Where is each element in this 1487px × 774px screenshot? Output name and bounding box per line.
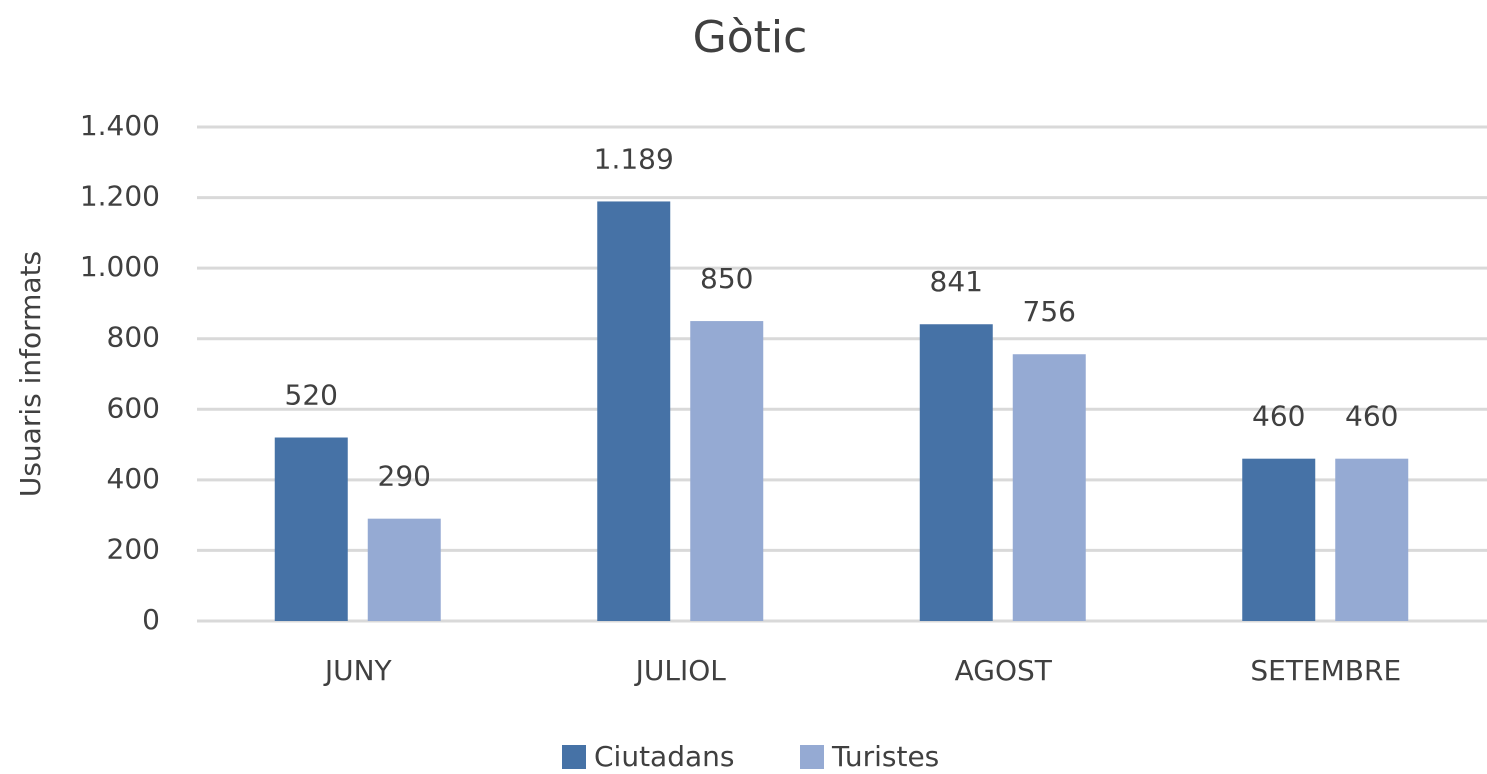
bar [597, 201, 671, 621]
data-label: 850 [700, 262, 753, 295]
y-tick-label: 600 [107, 391, 160, 424]
y-tick-label: 200 [107, 532, 160, 565]
bar [274, 437, 348, 621]
chart-title: Gòtic [693, 12, 808, 63]
data-label: 841 [930, 265, 983, 298]
y-tick-label: 0 [142, 603, 160, 636]
data-label: 1.189 [594, 142, 674, 175]
bar [1242, 458, 1316, 621]
y-tick-label: 400 [107, 462, 160, 495]
x-tick-label: JUNY [323, 654, 393, 687]
y-tick-label: 1.400 [80, 109, 160, 142]
y-tick-label: 1.000 [80, 250, 160, 283]
legend-label: Turistes [831, 740, 939, 773]
data-label: 460 [1345, 400, 1398, 433]
data-label: 520 [285, 379, 338, 412]
bar [367, 518, 441, 621]
data-label: 460 [1252, 400, 1305, 433]
x-tick-label: JULIOL [634, 654, 727, 687]
bar [1012, 354, 1086, 621]
legend-swatch [800, 745, 824, 769]
x-tick-label: SETEMBRE [1250, 654, 1401, 687]
y-tick-label: 800 [107, 321, 160, 354]
y-axis-title: Usuaris informats [14, 251, 47, 497]
bar [919, 324, 993, 621]
legend-swatch [562, 745, 586, 769]
y-tick-label: 1.200 [80, 180, 160, 213]
bar [690, 321, 764, 621]
legend-label: Ciutadans [594, 740, 734, 773]
x-tick-label: AGOST [955, 654, 1053, 687]
data-label: 756 [1023, 295, 1076, 328]
data-label: 290 [378, 460, 431, 493]
bar [1335, 458, 1409, 621]
